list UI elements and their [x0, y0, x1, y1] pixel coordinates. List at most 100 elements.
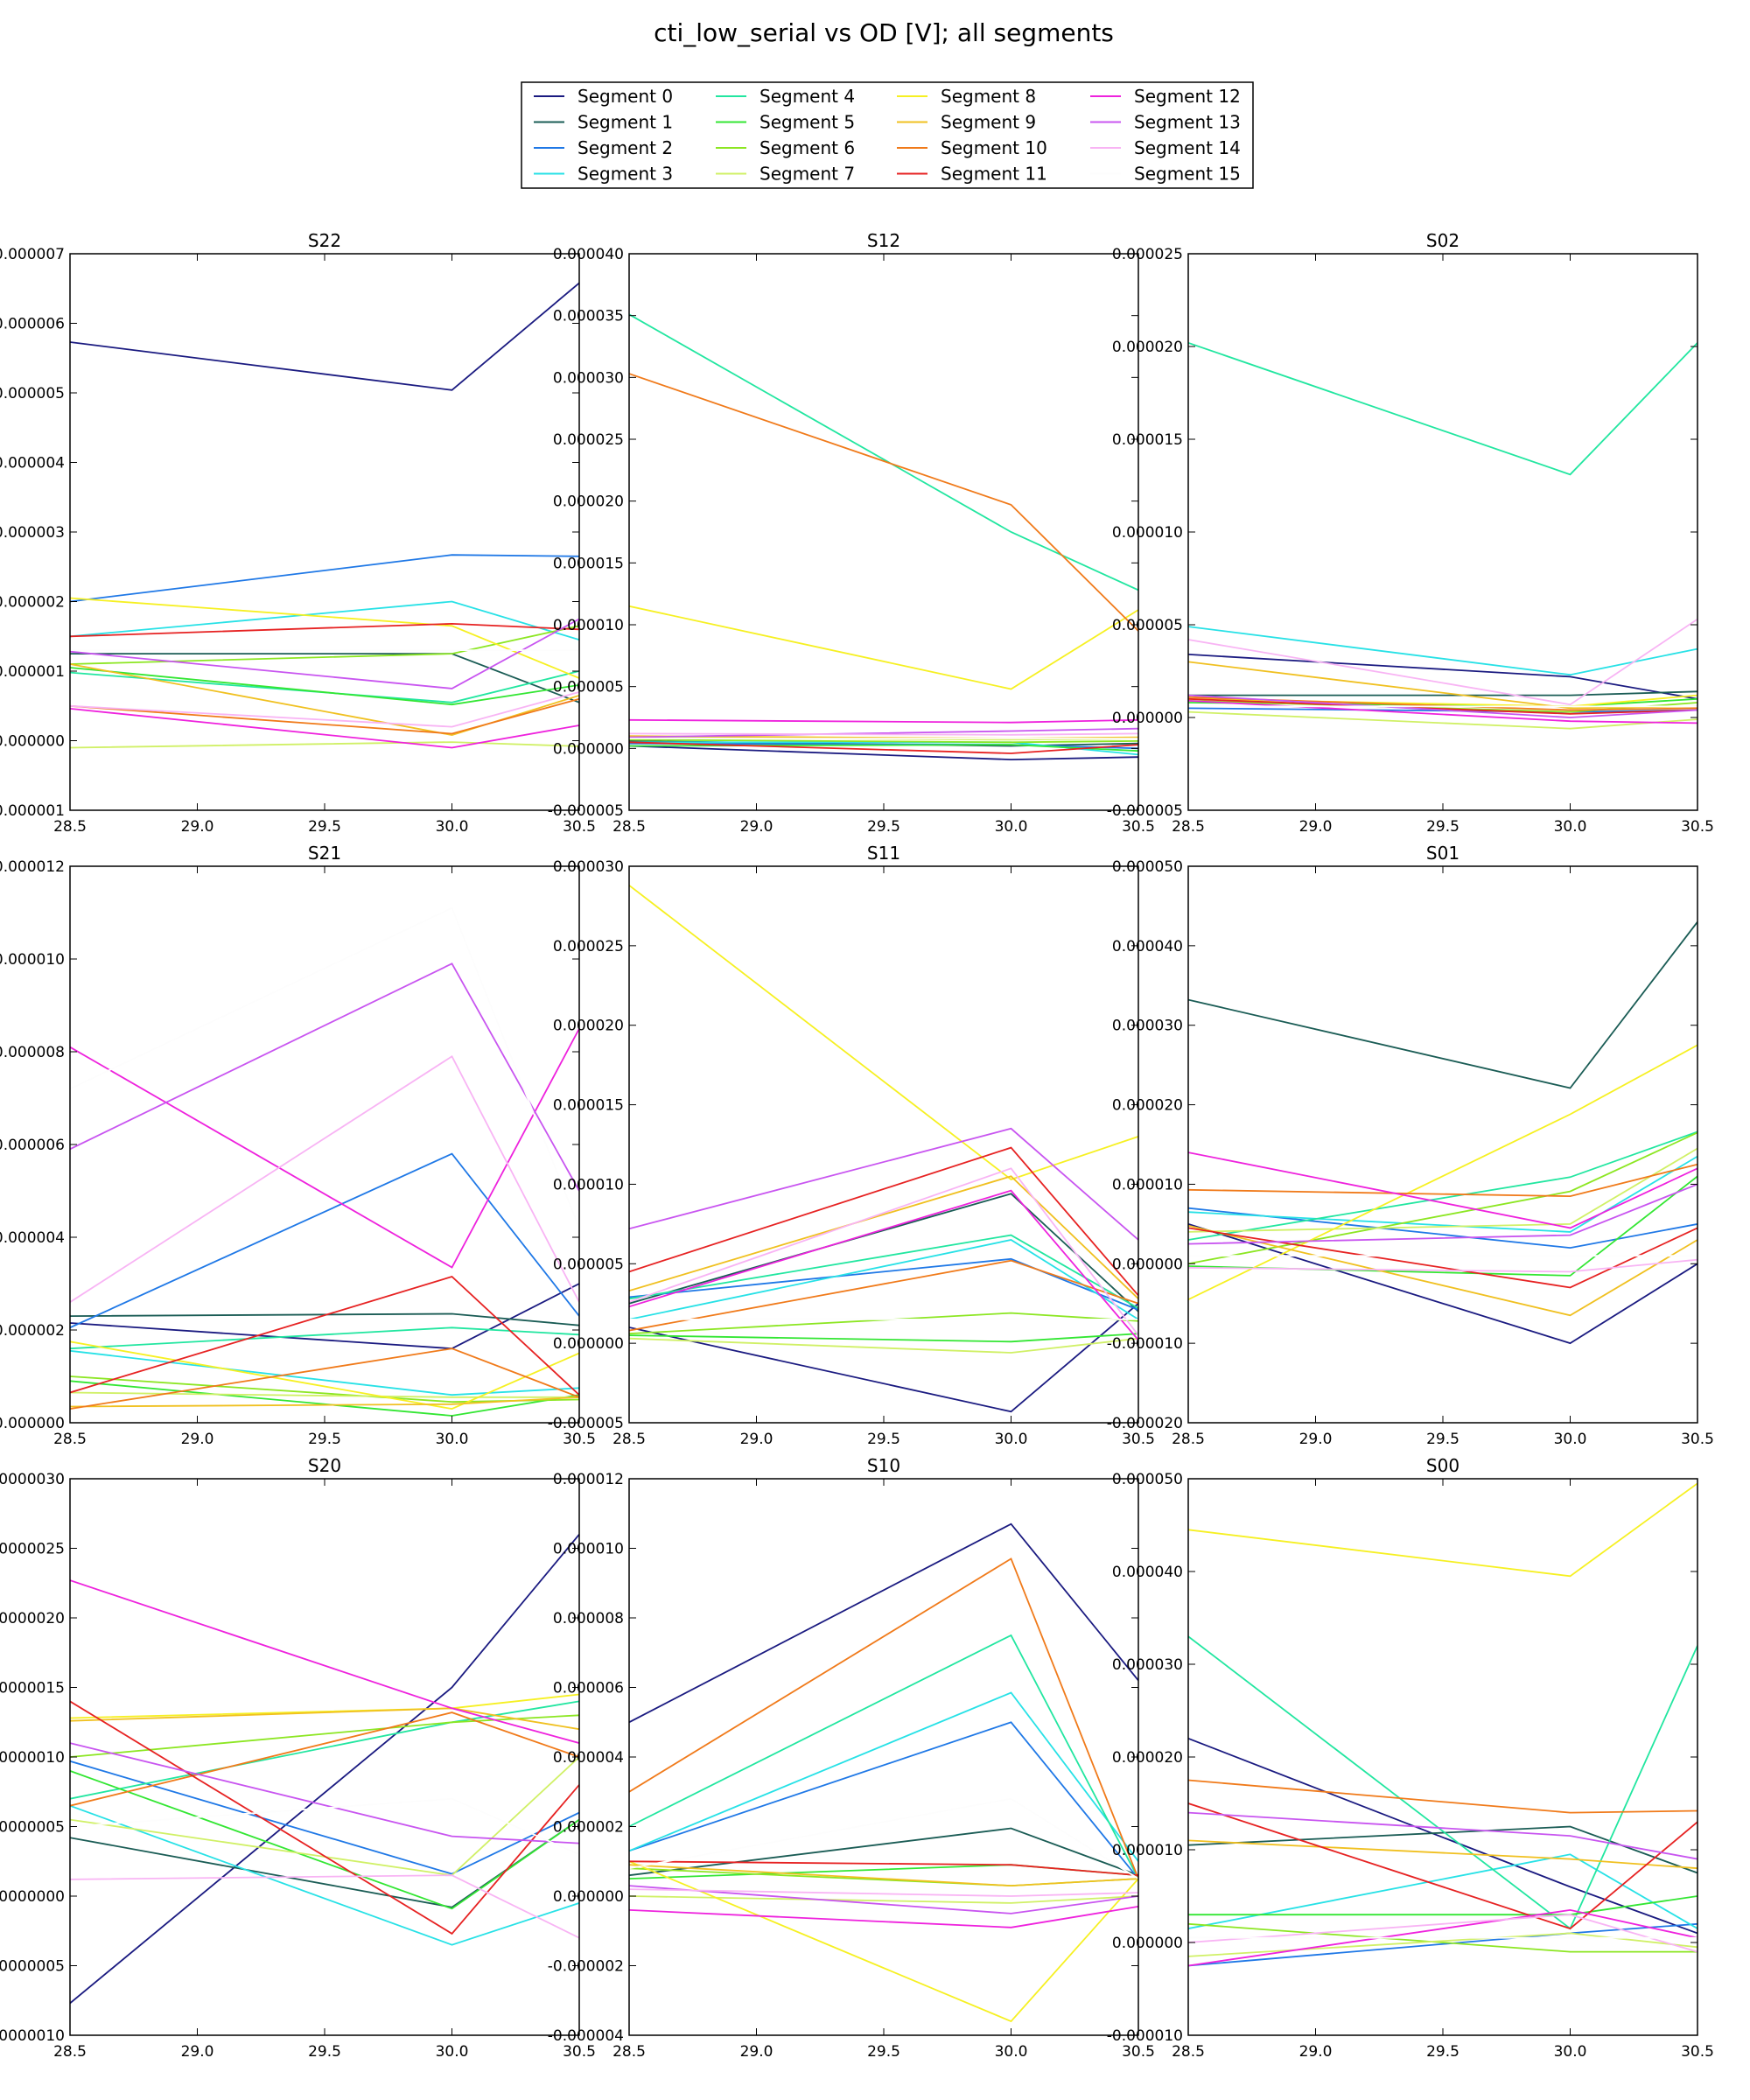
y-tick-label: 0.0000005	[0, 1819, 65, 1837]
figure-title: cti_low_serial vs OD [V]; all segments	[654, 18, 1114, 47]
x-tick-label: 30.5	[1681, 2043, 1714, 2061]
series-line-segment-14	[1188, 1914, 1698, 1953]
x-tick-label: 30.5	[1681, 1431, 1714, 1448]
series-line-segment-6	[629, 738, 1138, 744]
series-line-segment-3	[629, 1239, 1138, 1320]
x-tick-label: 30.5	[563, 2043, 596, 2061]
x-tick-label: 28.5	[612, 1431, 646, 1448]
subplot-title: S21	[308, 843, 341, 864]
x-tick-label: 29.5	[1426, 818, 1460, 836]
x-tick-label: 29.0	[1299, 818, 1333, 836]
subplot-s02: 28.5 29.0 29.5 30.0 30.5-0.0000050.0000000.0…	[1107, 230, 1714, 836]
series-line-segment-9	[1188, 1839, 1698, 1870]
subplot-title: S02	[1426, 230, 1460, 251]
x-tick-label: 29.5	[867, 2043, 900, 2061]
legend-label: Segment 6	[760, 137, 855, 158]
y-tick-label: 0.000006	[553, 1680, 624, 1698]
y-tick-label: -0.000001	[0, 802, 65, 820]
series-line-segment-7	[629, 1337, 1138, 1354]
series-line-segment-10	[629, 373, 1138, 632]
legend-label: Segment 13	[1134, 112, 1241, 133]
series-line-segment-10	[629, 1558, 1138, 1880]
series-lines	[629, 885, 1138, 1413]
y-tick-label: 0.000007	[0, 246, 65, 263]
x-tick-label: 29.0	[740, 1431, 774, 1448]
series-line-segment-0	[70, 1534, 579, 2005]
series-line-segment-1	[629, 1193, 1138, 1312]
series-line-segment-3	[1188, 626, 1698, 676]
series-line-segment-12	[70, 708, 579, 749]
x-tick-label: 29.5	[308, 818, 341, 836]
subplot-title: S00	[1426, 1455, 1460, 1476]
series-line-segment-12	[70, 1028, 579, 1269]
y-tick-label: -0.000005	[548, 1415, 624, 1432]
x-tick-label: 29.5	[1426, 1431, 1460, 1448]
y-tick-label: 0.000002	[0, 594, 65, 612]
x-tick-label: 28.5	[53, 2043, 87, 2061]
series-line-segment-11	[1188, 1227, 1698, 1289]
x-tick-label: 29.0	[740, 2043, 774, 2061]
y-tick-label: 0.000003	[0, 524, 65, 542]
y-tick-label: -0.000005	[548, 802, 624, 820]
series-line-segment-4	[629, 313, 1138, 592]
y-tick-label: 0.000000	[553, 1888, 624, 1906]
series-line-segment-13	[1188, 1811, 1698, 1860]
x-tick-label: 29.0	[740, 818, 774, 836]
legend-entry: Segment 8	[897, 86, 1036, 107]
y-tick-label: 0.000000	[1112, 710, 1183, 727]
series-line-segment-14	[1188, 1258, 1698, 1273]
subplot-title: S22	[308, 230, 341, 251]
x-tick-label: 28.5	[53, 1431, 87, 1448]
y-tick-label: 0.000008	[0, 1044, 65, 1061]
y-tick-label: 0.000012	[553, 1471, 624, 1488]
series-line-segment-0	[629, 1522, 1138, 1724]
x-tick-label: 30.0	[1554, 818, 1587, 836]
series-line-segment-8	[629, 1860, 1138, 2023]
y-tick-label: 0.000015	[1112, 431, 1183, 449]
x-tick-label: 29.5	[1426, 2043, 1460, 2061]
series-lines	[629, 313, 1138, 761]
series-line-segment-7	[1188, 1932, 1698, 1957]
chart-panels: 28.5 29.0 29.5 30.0 30.5 -0.000001 0.000000 0.0…	[0, 230, 1714, 2061]
legend-label: Segment 15	[1134, 164, 1241, 185]
x-tick-label: 30.5	[563, 1431, 596, 1448]
series-line-segment-0	[1188, 1737, 1698, 1935]
x-tick-label: 30.0	[1554, 1431, 1587, 1448]
series-line-segment-0	[629, 745, 1138, 761]
legend-label: Segment 10	[941, 137, 1047, 158]
legend-entry: Segment 7	[716, 164, 855, 185]
series-line-segment-7	[629, 1895, 1138, 1904]
x-tick-label: 30.0	[436, 2043, 469, 2061]
y-tick-label: 0.000040	[1112, 938, 1183, 956]
series-line-segment-10	[1188, 696, 1698, 711]
y-tick-label: 0.0000010	[0, 1749, 65, 1767]
subplot-s10: 28.5 29.0 29.5 30.0 30.5-0.000004-0.0000020.…	[548, 1455, 1155, 2061]
y-tick-label: 0.000025	[553, 431, 624, 449]
y-tick-label: 0.000005	[553, 679, 624, 696]
legend-label: Segment 4	[760, 86, 855, 107]
legend-entry: Segment 2	[534, 137, 673, 158]
series-line-segment-13	[629, 1885, 1138, 1914]
legend-label: Segment 14	[1134, 137, 1241, 158]
series-line-segment-8	[629, 605, 1138, 690]
x-tick-label: 29.0	[181, 818, 214, 836]
legend-entry: Segment 4	[716, 86, 855, 107]
x-tick-label: 29.0	[181, 1431, 214, 1448]
x-tick-label: 29.5	[867, 1431, 900, 1448]
legend-label: Segment 8	[941, 86, 1036, 107]
series-line-segment-12	[629, 1906, 1138, 1928]
plot-area	[70, 1479, 579, 2035]
subplot-s21: 28.5 29.0 29.5 30.0 30.5 0.000000 0.000002 0.00…	[0, 843, 596, 1448]
series-line-segment-3	[70, 1349, 579, 1396]
y-tick-label: 0.000015	[553, 1097, 624, 1115]
y-tick-label: 0.000030	[553, 369, 624, 387]
y-tick-label: -0.000002	[548, 1958, 624, 1976]
y-tick-label: 0.000035	[553, 308, 624, 326]
series-line-segment-2	[629, 1721, 1138, 1880]
subplot-title: S11	[867, 843, 900, 864]
plot-area	[70, 254, 579, 810]
series-line-segment-4	[629, 1234, 1138, 1309]
x-tick-label: 28.5	[612, 2043, 646, 2061]
subplot-s00: 28.5 29.0 29.5 30.0 30.5-0.0000100.0000000.0…	[1107, 1455, 1714, 2061]
series-line-segment-8	[1188, 1044, 1698, 1301]
